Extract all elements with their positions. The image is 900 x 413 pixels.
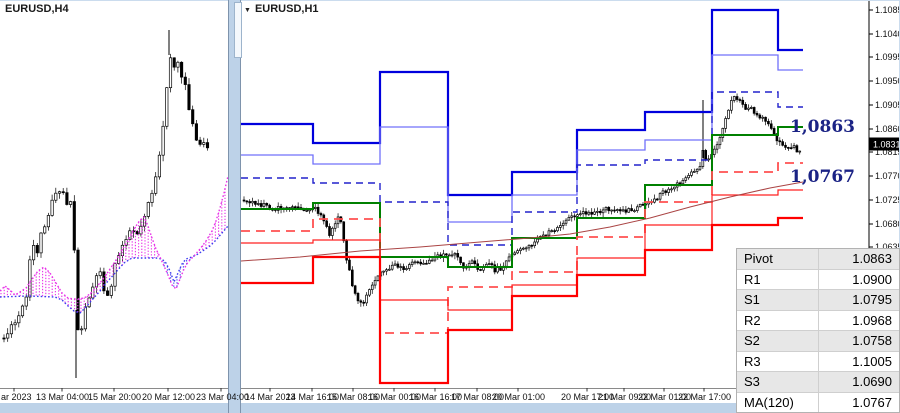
price-axis-label: 1.0635 [875, 242, 900, 252]
pivot-label-cell: R1 [737, 269, 819, 289]
pivot-line-R1 [241, 91, 803, 246]
time-axis-label: 16 Mar 16:00 [409, 392, 463, 402]
pivot-table-row: S1 1.0795 [737, 290, 899, 311]
ma120-line [240, 181, 804, 262]
pivot-value-cell: 1.0767 [852, 394, 892, 410]
pivot-label-cell: S3 [737, 372, 819, 392]
time-axis-label: ar 2023 [1, 392, 32, 402]
pivot-value-cell: 1.0900 [852, 271, 892, 287]
pivot-value-cell: 1.0863 [852, 251, 892, 267]
pivot-value-cell: 1.0690 [852, 374, 892, 390]
time-axis-label: 15 Mar 20:00 [88, 392, 142, 402]
pivot-table-row: S3 1.0690 [737, 372, 899, 393]
time-axis-label: 13 Mar 04:00 [36, 392, 90, 402]
pivot-line-R2 [241, 54, 803, 223]
pivot-label-cell: MA(120) [737, 392, 819, 412]
h4-wick-spikes [75, 30, 170, 378]
pivot-label-cell: S2 [737, 331, 819, 351]
pivot-label-cell: Pivot [737, 249, 819, 269]
pivot-label-cell: R3 [737, 351, 819, 371]
pivot-table-row: Pivot 1.0863 [737, 249, 899, 270]
pivot-table-row: S2 1.0758 [737, 331, 899, 352]
time-axis-label: 20 Mar 17:00 [561, 392, 615, 402]
h4-candles-series [2, 53, 210, 343]
price-annotation: 1,0863 [789, 117, 855, 137]
current-price-label: 1.0831 [873, 140, 900, 150]
chevron-down-icon[interactable]: ▼ [244, 6, 251, 14]
time-axis-label: 23 Mar 04:00 [196, 392, 250, 402]
time-axis-label: 22 Mar 17:00 [678, 392, 732, 402]
window-top-border [0, 0, 900, 1]
time-axis-label: 20 Mar 01:00 [492, 392, 546, 402]
h4-dotted-oscillator [0, 175, 229, 314]
price-axis-label: 1.0725 [875, 195, 900, 205]
price-axis-label: 1.0905 [875, 100, 900, 110]
chart-windows-divider[interactable] [228, 0, 241, 413]
pivot-line-S1 [241, 162, 803, 334]
price-axis-label: 1.0680 [875, 219, 900, 229]
pivot-line-S3 [241, 216, 803, 385]
pivot-line-R3 [241, 8, 803, 197]
pivot-table-row: R3 1.1005 [737, 351, 899, 372]
current-price-tag [869, 137, 900, 151]
time-axis-label: 15 Mar 08:00 [327, 392, 381, 402]
pivot-value-cell: 1.0795 [852, 292, 892, 308]
time-axis-label: 14 Mar 16:00 [286, 392, 340, 402]
pivot-table-row: R2 1.0968 [737, 310, 899, 331]
price-axis: 1.1085 1.1040 1.0995 1.0950 1.0905 1.0860 1.08… [868, 0, 900, 388]
pivot-line-S2 [241, 189, 803, 311]
price-axis-label: 1.0860 [875, 124, 900, 134]
pivot-line-Pivot [241, 126, 803, 268]
window-bottom-border [0, 403, 900, 413]
price-axis-label: 1.1085 [875, 5, 900, 15]
price-axis-label: 1.0770 [875, 171, 900, 181]
price-axis-label: 1.0950 [875, 76, 900, 86]
pivot-levels-table: Pivot 1.0863 R1 1.0900 S1 1.0795 R2 1.0968 S2 1.0… [736, 248, 900, 413]
h1-candles-series [242, 93, 802, 307]
price-annotation: 1,0767 [789, 167, 855, 187]
pivot-label-cell: S1 [737, 290, 819, 310]
chart-title-h1: EURUSD,H1 [254, 3, 319, 15]
pivot-value-cell: 1.0968 [852, 312, 892, 328]
price-axis-label: 1.0995 [875, 52, 900, 62]
time-axis-label: 14 Mar 2023 [245, 392, 296, 402]
pivot-value-cell: 1.0758 [852, 333, 892, 349]
pivot-label-cell: R2 [737, 310, 819, 330]
divider-scrollbar[interactable] [234, 2, 242, 58]
chart-title-h1-wrap: ▼ EURUSD,H1 [244, 3, 319, 15]
time-axis-label: 16 Mar 00:00 [368, 392, 422, 402]
price-axis-label: 1.1040 [875, 29, 900, 39]
pivot-table-row: MA(120) 1.0767 [737, 392, 899, 412]
time-axis-label: 20 Mar 12:00 [142, 392, 196, 402]
time-axis-label: 22 Mar 01:00 [638, 392, 692, 402]
pivot-table-row: R1 1.0900 [737, 269, 899, 290]
chart-title-h4: EURUSD,H4 [5, 3, 69, 15]
time-axis-label: 17 Mar 08:00 [451, 392, 505, 402]
price-axis-label: 1.0815 [875, 147, 900, 157]
time-axis-label: 21 Mar 09:00 [598, 392, 652, 402]
pivot-value-cell: 1.1005 [852, 353, 892, 369]
